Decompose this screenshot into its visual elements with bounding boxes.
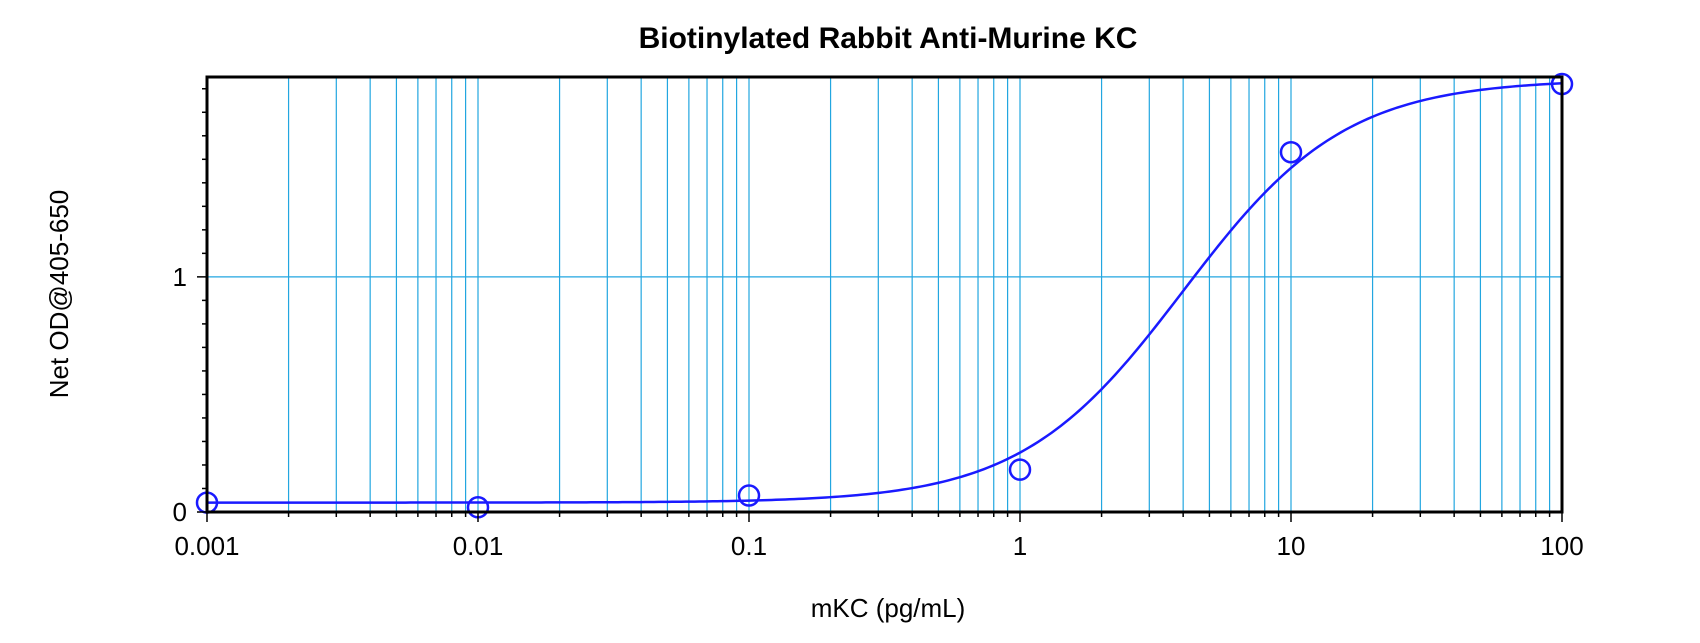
x-tick-label: 0.1 (731, 531, 767, 561)
data-point (1008, 458, 1032, 481)
x-tick-label: 10 (1277, 531, 1306, 561)
y-axis-label: Net OD@405-650 (44, 190, 74, 399)
data-point (737, 484, 761, 507)
y-tick-labels: 01 (173, 262, 187, 527)
fit-curve-layer (207, 82, 1563, 504)
data-point (1279, 140, 1303, 164)
x-tick-labels: 0.001 0.01 0.1 1 10 100 (174, 531, 1583, 561)
fit-curve (207, 82, 1563, 504)
grid-lines (207, 77, 1562, 512)
x-tick-label: 100 (1540, 531, 1583, 561)
plot-frame (205, 75, 1564, 514)
x-tick-label: 0.001 (174, 531, 239, 561)
x-tick-label: 0.01 (453, 531, 504, 561)
x-axis-label: mKC (pg/mL) (811, 593, 966, 623)
x-tick-label: 1 (1013, 531, 1027, 561)
axis-ticks (197, 88, 1563, 522)
y-tick-label: 0 (173, 497, 187, 527)
chart-title: Biotinylated Rabbit Anti-Murine KC (639, 22, 1138, 55)
y-tick-label: 1 (173, 262, 187, 292)
